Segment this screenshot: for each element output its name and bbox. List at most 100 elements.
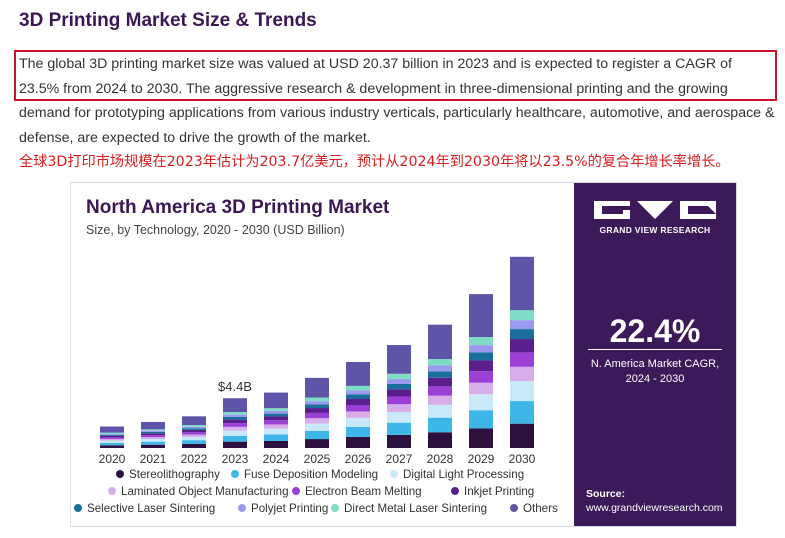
bar-segment xyxy=(100,438,124,441)
bar-segment xyxy=(223,430,247,436)
legend-label: Polyjet Printing xyxy=(251,502,329,515)
bar-segment xyxy=(182,428,206,430)
brand-panel: GRAND VIEW RESEARCH 22.4% N. America Mar… xyxy=(574,183,736,526)
cagr-label: N. America Market CAGR, 2024 - 2030 xyxy=(574,357,736,387)
bar-segment xyxy=(387,379,411,384)
bar-segment xyxy=(346,417,370,427)
bar-segment xyxy=(510,352,534,367)
bar-segment xyxy=(510,256,534,311)
bar-segment xyxy=(141,438,165,442)
source-label: Source: xyxy=(586,488,626,500)
bar-segment xyxy=(469,371,493,383)
bar-segment xyxy=(264,411,288,414)
article-paragraph: The global 3D printing market size was v… xyxy=(19,56,775,146)
bar-segment xyxy=(428,404,452,418)
legend-item: Polyjet Printing xyxy=(238,502,328,515)
legend-item: Electron Beam Melting xyxy=(292,485,422,498)
x-tick-label: 2022 xyxy=(181,452,208,466)
legend-label: Laminated Object Manufacturing xyxy=(121,485,289,498)
bar-segment xyxy=(182,434,206,437)
bar-segment xyxy=(387,404,411,412)
bar-segment xyxy=(100,437,124,439)
legend-label: Electron Beam Melting xyxy=(305,485,422,498)
bar-segment xyxy=(141,429,165,431)
bar-stack-2027 xyxy=(387,345,411,448)
bar-segment xyxy=(469,337,493,346)
x-tick-label: 2026 xyxy=(345,452,372,466)
legend-row: Selective Laser Sintering Polyjet Printin… xyxy=(71,502,574,519)
bar-segment xyxy=(223,412,247,415)
bar-segment xyxy=(428,324,452,360)
source-url[interactable]: www.grandviewresearch.com xyxy=(586,502,723,514)
bar-stack-2022 xyxy=(182,416,206,448)
legend-item: Direct Metal Laser Sintering xyxy=(331,502,487,515)
data-annotation: $4.4B xyxy=(218,379,252,394)
bar-segment xyxy=(469,294,493,338)
brand-name: GRAND VIEW RESEARCH xyxy=(599,225,711,235)
x-tick-label: 2020 xyxy=(99,452,126,466)
bar-stack-2030 xyxy=(510,256,534,448)
legend-swatch-icon xyxy=(116,469,124,478)
bar-segment xyxy=(141,444,165,448)
bar-segment xyxy=(469,428,493,448)
legend-item: Inkjet Printing xyxy=(451,485,534,498)
bar-segment xyxy=(346,385,370,391)
bar-segment xyxy=(264,416,288,421)
legend-label: Others xyxy=(523,502,558,515)
bar-segment xyxy=(264,424,288,429)
bar-segment xyxy=(469,345,493,353)
legend-item: Stereolithography xyxy=(116,468,220,481)
bar-segment xyxy=(305,408,329,413)
bar-segment xyxy=(387,383,411,390)
bar-segment xyxy=(141,437,165,439)
bar-segment xyxy=(346,437,370,448)
bar-segment xyxy=(510,310,534,321)
cagr-value: 22.4% xyxy=(609,313,701,349)
x-tick-label: 2023 xyxy=(222,452,249,466)
article-heading: 3D Printing Market Size & Trends xyxy=(19,10,317,31)
bar-segment xyxy=(223,423,247,427)
bar-stack-2025 xyxy=(305,377,329,448)
bar-segment xyxy=(469,382,493,395)
bar-segment xyxy=(305,404,329,409)
bar-segment xyxy=(100,433,124,435)
cagr-label-line1: N. America Market CAGR, xyxy=(590,358,720,370)
legend-item: Others xyxy=(510,502,558,515)
bar-stack-2029 xyxy=(469,294,493,448)
bar-segment xyxy=(182,426,206,429)
bar-segment xyxy=(346,362,370,386)
bar-segment xyxy=(182,429,206,433)
bar-segment xyxy=(510,329,534,340)
bar-segment xyxy=(428,386,452,396)
x-tick-label: 2027 xyxy=(386,452,413,466)
bar-segment xyxy=(346,390,370,395)
legend-swatch-icon xyxy=(510,503,518,512)
bar-segment xyxy=(223,435,247,442)
x-tick-label: 2030 xyxy=(509,452,536,466)
bar-segment xyxy=(469,352,493,361)
legend-label: Digital Light Processing xyxy=(403,468,525,481)
bar-segment xyxy=(264,434,288,441)
bar-segment xyxy=(469,410,493,429)
legend-label: Stereolithography xyxy=(129,468,220,481)
legend-item: Laminated Object Manufacturing xyxy=(108,485,289,498)
bar-segment xyxy=(305,377,329,398)
bar-segment xyxy=(100,435,124,438)
bar-segment xyxy=(428,359,452,366)
bar-segment xyxy=(182,436,206,441)
cagr-divider xyxy=(588,349,722,350)
bar-segment xyxy=(141,421,165,430)
chart-title: North America 3D Printing Market xyxy=(86,197,390,218)
bar-segment xyxy=(141,430,165,432)
legend-label: Fuse Deposition Modeling xyxy=(244,468,379,481)
bar-segment xyxy=(428,395,452,405)
bar-segment xyxy=(428,377,452,387)
bar-segment xyxy=(305,412,329,419)
legend-row: Laminated Object Manufacturing Electron B… xyxy=(71,485,574,502)
bar-segment xyxy=(387,373,411,380)
legend-swatch-icon xyxy=(238,503,246,512)
market-infographic: North America 3D Printing Market Size, b… xyxy=(70,182,737,527)
bar-segment xyxy=(182,432,206,435)
bar-segment xyxy=(264,392,288,409)
bar-segment xyxy=(428,371,452,378)
